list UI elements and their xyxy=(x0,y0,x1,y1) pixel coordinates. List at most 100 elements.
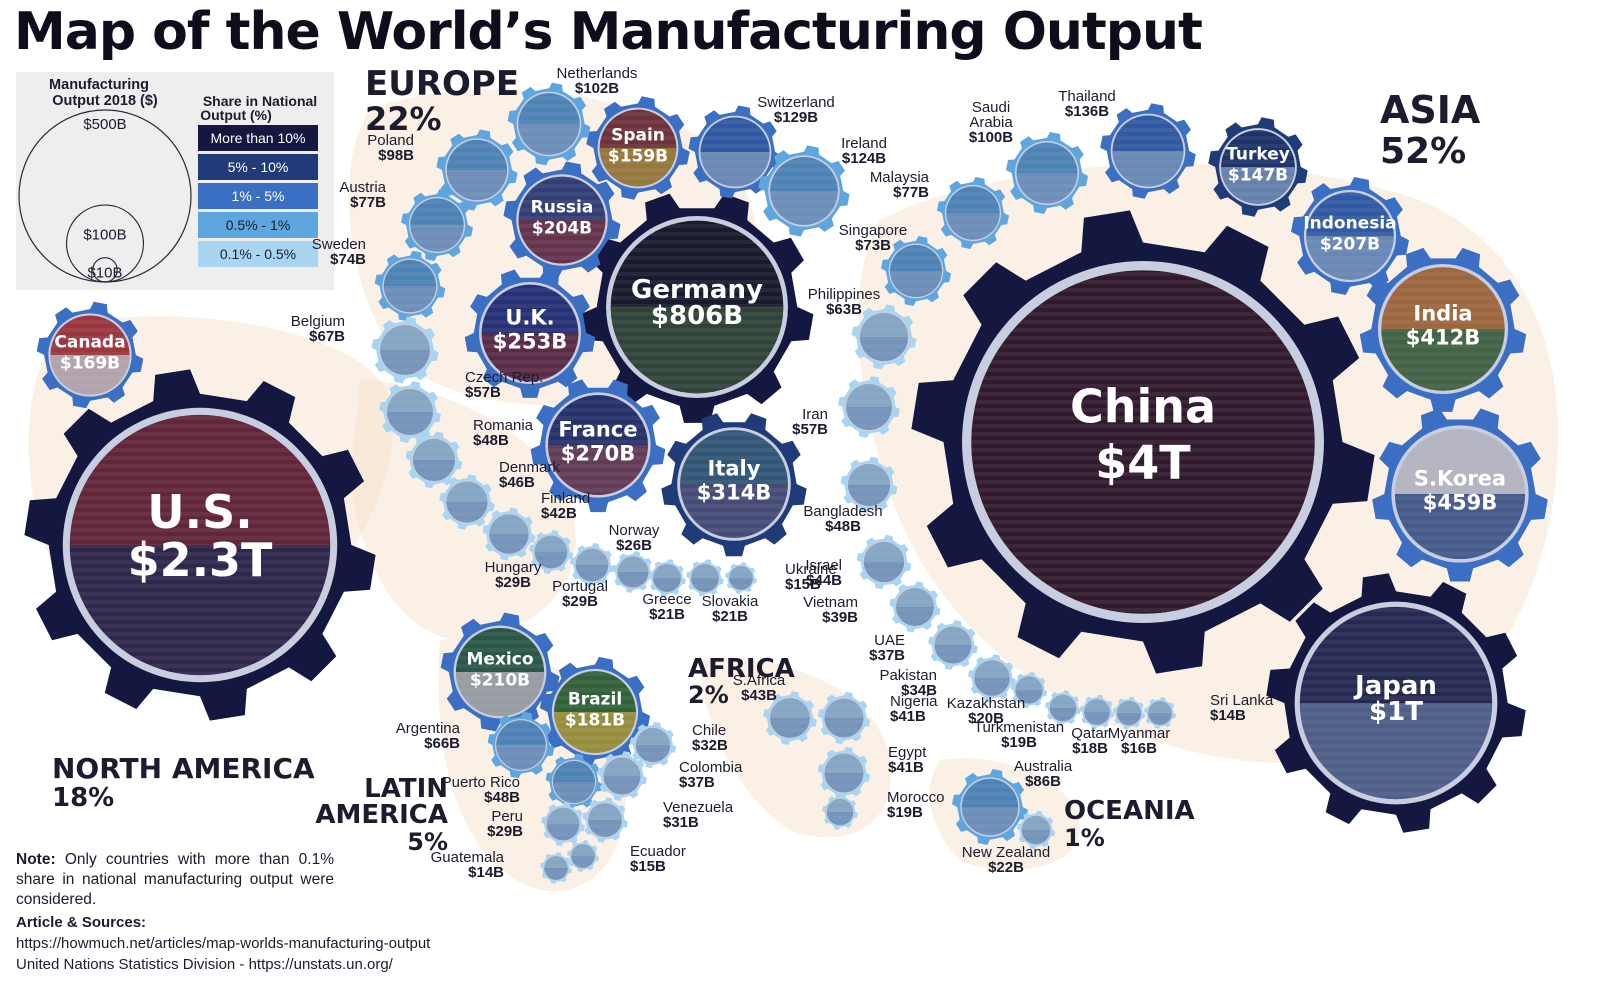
source-line[interactable]: https://howmuch.net/articles/map-worlds-… xyxy=(16,935,431,952)
gear-germany[interactable]: Germany$806B xyxy=(580,193,814,423)
country-value: $66B xyxy=(424,735,460,752)
gear-turkmenistan[interactable] xyxy=(1045,690,1081,726)
gear-switzerland[interactable] xyxy=(688,105,782,199)
chile-flag-icon xyxy=(635,727,671,763)
gear-uae[interactable] xyxy=(928,620,978,670)
gear-belgium[interactable] xyxy=(371,316,439,384)
gear-greece[interactable] xyxy=(648,559,686,597)
gear-denmark[interactable] xyxy=(439,474,495,530)
gear-myanmar[interactable] xyxy=(1112,696,1146,730)
gear-poland[interactable] xyxy=(436,129,518,211)
gear-mexico[interactable]: Mexico$210B xyxy=(440,612,560,732)
gear-austria[interactable] xyxy=(401,189,473,261)
sweden-flag-icon xyxy=(383,259,437,313)
gear-netherlands[interactable] xyxy=(507,82,591,166)
gear-australia[interactable] xyxy=(952,769,1028,845)
gear-slovakia[interactable] xyxy=(686,559,724,597)
country-name: Malaysia xyxy=(870,169,930,186)
gear-japan[interactable]: Japan$1T xyxy=(1266,573,1526,833)
country-value: $77B xyxy=(893,184,929,201)
gear-hungary[interactable] xyxy=(528,529,574,575)
gear-venezuela[interactable] xyxy=(582,797,628,843)
legend-share-swatch xyxy=(198,183,318,209)
gear-sweden[interactable] xyxy=(374,250,446,322)
gear-romania[interactable] xyxy=(405,431,463,489)
gear-ukraine[interactable] xyxy=(725,562,757,594)
gear-italy[interactable]: Italy$314B xyxy=(661,413,807,557)
gear-s-africa[interactable] xyxy=(763,691,817,745)
gear-philippines[interactable] xyxy=(851,304,917,370)
gear-new-zealand[interactable] xyxy=(1016,810,1056,850)
source-line[interactable]: United Nations Statistics Division - htt… xyxy=(16,956,393,973)
gear-nigeria[interactable] xyxy=(817,691,871,745)
gear-singapore[interactable] xyxy=(881,236,951,306)
gear-s-korea[interactable]: S.Korea$459B xyxy=(1372,408,1548,582)
gear-china[interactable]: China$4T xyxy=(911,210,1375,674)
gear-puerto-rico[interactable] xyxy=(545,753,603,811)
country-name: Russia xyxy=(531,198,594,218)
new-zealand-flag-icon xyxy=(1021,815,1051,845)
gear-argentina[interactable] xyxy=(487,711,555,779)
legend-size-circle xyxy=(92,257,118,283)
gear-chile[interactable] xyxy=(629,721,677,769)
country-name: Belgium xyxy=(291,313,345,330)
gear-brazil[interactable]: Brazil$181B xyxy=(539,656,651,768)
puerto-rico-flag-icon xyxy=(552,760,596,804)
country-name: Portugal xyxy=(552,578,608,595)
gear-iran[interactable] xyxy=(838,376,900,438)
gear-saudi-arabia[interactable] xyxy=(1006,132,1088,214)
country-name: Slovakia xyxy=(702,593,759,610)
gear-peru[interactable] xyxy=(540,801,586,847)
gear-guatemala[interactable] xyxy=(540,852,572,884)
country-name: Puerto Rico xyxy=(442,774,520,791)
gear-malaysia[interactable] xyxy=(937,177,1009,249)
gear-portugal[interactable] xyxy=(569,542,615,588)
gear-morocco[interactable] xyxy=(822,794,858,830)
gear-canada[interactable]: Canada$169B xyxy=(36,301,144,409)
gear-bangladesh[interactable] xyxy=(840,456,898,514)
country-name: Philippines xyxy=(808,286,881,303)
gear-thailand[interactable] xyxy=(1100,103,1196,199)
gear-ireland[interactable] xyxy=(758,145,850,237)
country-value: $806B xyxy=(651,301,743,331)
gear-kazakhstan[interactable] xyxy=(1010,671,1048,709)
gear-indonesia[interactable]: Indonesia$207B xyxy=(1291,177,1409,295)
ecuador-flag-icon xyxy=(571,844,595,868)
country-name: Sri Lanka xyxy=(1210,692,1274,709)
country-name: Colombia xyxy=(679,759,743,776)
country-value: $37B xyxy=(869,647,905,664)
gear-sri-lanka[interactable] xyxy=(1144,697,1176,729)
gear-egypt[interactable] xyxy=(817,746,871,800)
vietnam-flag-icon xyxy=(896,588,934,626)
region-pct: 18% xyxy=(52,783,114,813)
gear-vietnam[interactable] xyxy=(889,581,941,633)
legend-share-label: 0.1% - 0.5% xyxy=(220,246,296,262)
legend-share-swatch xyxy=(198,154,318,180)
gear-czech-rep[interactable] xyxy=(379,381,441,443)
gear-colombia[interactable] xyxy=(597,751,647,801)
gear-israel[interactable] xyxy=(856,534,912,590)
gear-norway[interactable] xyxy=(612,551,654,593)
gear-finland[interactable] xyxy=(482,507,536,561)
gear-france[interactable]: France$270B xyxy=(530,379,666,513)
gear-pakistan[interactable] xyxy=(968,654,1016,702)
pakistan-flag-icon xyxy=(974,660,1010,696)
gear-u-s[interactable]: U.S.$2.3T xyxy=(24,369,376,721)
gear-spain[interactable]: Spain$159B xyxy=(586,96,690,200)
myanmar-flag-icon xyxy=(1116,700,1142,726)
page-title: Map of the World’s Manufacturing Output xyxy=(14,2,1203,62)
gear-ecuador[interactable] xyxy=(567,840,599,872)
slovakia-flag-icon xyxy=(691,564,719,592)
country-name: Chile xyxy=(692,722,726,739)
gear-india[interactable]: India$412B xyxy=(1359,247,1527,412)
gear-qatar[interactable] xyxy=(1079,694,1115,730)
country-value: $412B xyxy=(1406,326,1480,350)
gear-russia[interactable]: Russia$204B xyxy=(503,161,621,279)
gear-u-k[interactable]: U.K.$253B xyxy=(464,269,596,398)
region-name: EUROPE xyxy=(365,64,519,104)
norway-flag-icon xyxy=(617,556,649,588)
israel-flag-icon xyxy=(863,541,905,583)
gear-turkey[interactable]: Turkey$147B xyxy=(1208,117,1308,217)
country-name: Argentina xyxy=(396,720,461,737)
romania-flag-icon xyxy=(412,438,456,482)
